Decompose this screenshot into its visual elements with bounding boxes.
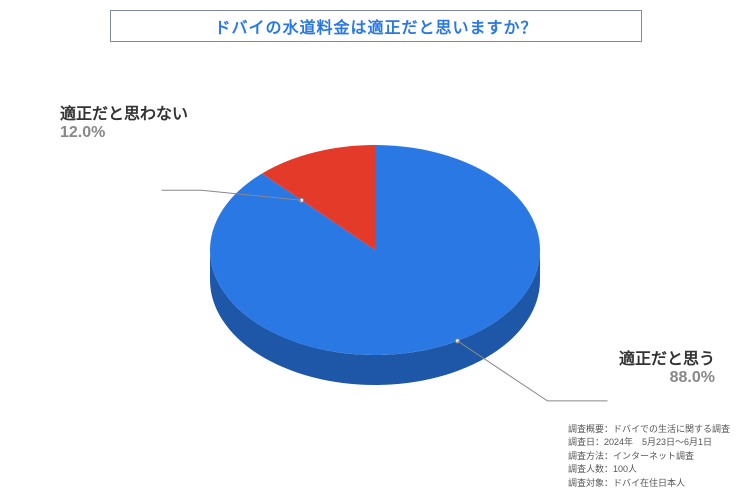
chart-title: ドバイの水道料金は適正だと思いますか？ — [214, 14, 537, 38]
survey-meta-line: 調査対象：ドバイ在住日本人 — [568, 477, 730, 491]
slice-no-pct: 12.0% — [60, 124, 188, 142]
survey-meta-line: 調査日：2024年 5月23日〜6月1日 — [568, 436, 730, 450]
title-box: ドバイの水道料金は適正だと思いますか？ — [110, 10, 642, 42]
slice-yes-pct: 88.0% — [619, 369, 715, 387]
slice-label-no: 適正だと思わない 12.0% — [60, 100, 188, 142]
slice-no-title: 適正だと思わない — [60, 100, 188, 124]
survey-meta-line: 調査人数：100人 — [568, 463, 730, 477]
slice-label-yes: 適正だと思う 88.0% — [619, 345, 715, 387]
slice-yes-title: 適正だと思う — [619, 345, 715, 369]
survey-meta-line: 調査方法：インターネット調査 — [568, 450, 730, 464]
survey-meta-line: 調査概要：ドバイでの生活に関する調査 — [568, 423, 730, 437]
survey-meta: 調査概要：ドバイでの生活に関する調査調査日：2024年 5月23日〜6月1日調査… — [568, 423, 730, 491]
